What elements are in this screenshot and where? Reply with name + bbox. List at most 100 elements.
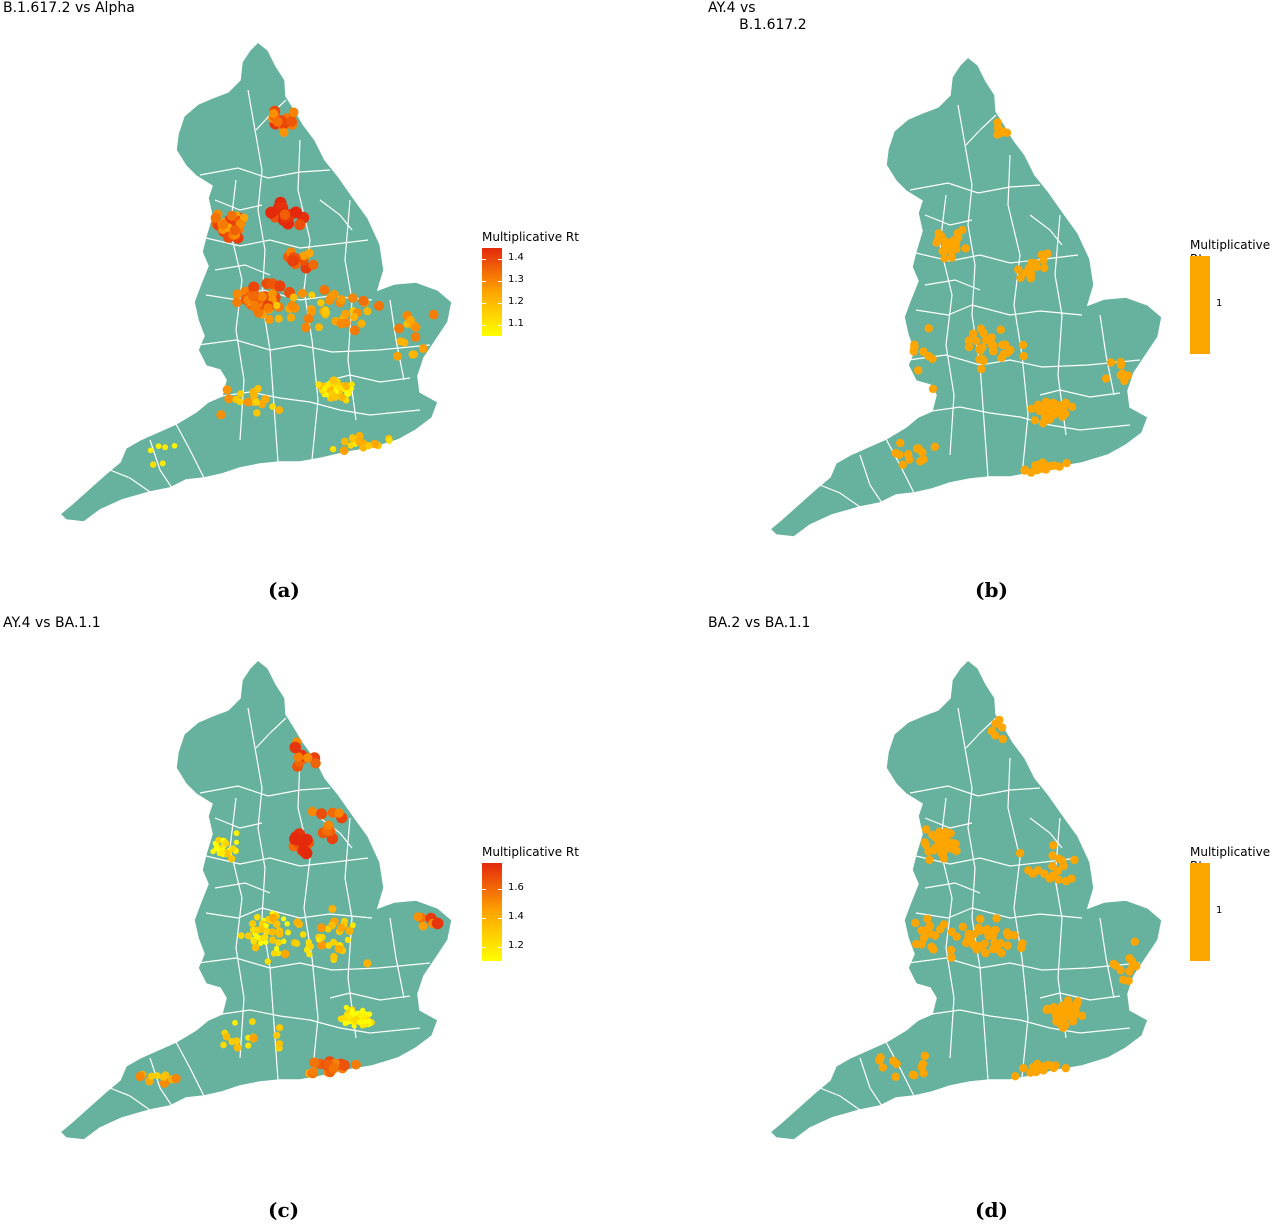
region-boundary (199, 785, 331, 797)
location-point (347, 442, 355, 449)
legend-tick-mark (482, 259, 486, 260)
legend-tick-mark (498, 303, 502, 304)
region-boundary (924, 817, 973, 829)
location-point (251, 943, 260, 952)
location-point (987, 340, 997, 350)
location-point (210, 212, 221, 223)
map-panel-b: AY.4 vs B.1.617.2 Multiplicative Rt (b) … (640, 0, 1280, 613)
region-boundary (907, 957, 1141, 971)
location-point (1026, 1068, 1035, 1077)
location-point (261, 395, 270, 404)
location-point (254, 934, 260, 940)
location-point (274, 280, 286, 292)
location-point (1132, 961, 1141, 971)
location-point (257, 291, 268, 302)
location-point (1019, 351, 1028, 361)
region-boundary (214, 264, 271, 276)
location-point (370, 439, 380, 449)
location-point (930, 931, 940, 940)
location-point (253, 926, 261, 934)
location-point (891, 1072, 900, 1081)
location-point (261, 934, 269, 941)
location-point (410, 332, 421, 342)
england-landmass (768, 658, 1163, 1141)
location-point (286, 115, 297, 127)
location-point (946, 245, 955, 254)
location-point (274, 314, 283, 323)
location-point (344, 936, 351, 943)
location-point (1041, 397, 1051, 406)
location-point (275, 406, 284, 415)
location-point (339, 1059, 350, 1071)
location-point (1052, 407, 1061, 416)
location-point (1020, 466, 1029, 475)
map-panel-c: AY.4 vs BA.1.1 Multiplicative Rt (c) 1.6… (0, 613, 640, 1226)
location-point (274, 945, 280, 952)
location-point (952, 846, 961, 856)
location-point (329, 289, 339, 299)
location-point (263, 923, 269, 929)
location-point (289, 293, 298, 302)
region-boundary (389, 299, 405, 381)
location-point (1039, 256, 1048, 265)
region-boundary (214, 199, 263, 211)
map-panel-a: B.1.617.2 vs Alpha Multiplicative Rt (a)… (0, 0, 640, 613)
location-point (1049, 1004, 1058, 1014)
location-point (159, 1073, 168, 1081)
location-point (964, 342, 974, 352)
location-point (998, 734, 1007, 744)
location-point (961, 244, 970, 253)
location-point (891, 448, 900, 458)
location-point (980, 948, 990, 957)
location-point (947, 927, 956, 937)
location-point (322, 307, 330, 315)
location-point (975, 942, 984, 951)
region-boundary (205, 855, 369, 867)
region-boundary (221, 1009, 421, 1034)
location-point (309, 1057, 320, 1068)
location-point (248, 281, 260, 293)
location-point (269, 913, 278, 923)
location-point (914, 366, 923, 375)
region-boundary (344, 817, 357, 1039)
location-point (310, 758, 321, 769)
region-boundary (1039, 389, 1121, 398)
location-point (911, 918, 920, 928)
location-point (1101, 374, 1111, 383)
location-point (898, 460, 907, 469)
location-point (280, 949, 290, 959)
location-point (293, 752, 304, 762)
location-point (308, 1067, 319, 1077)
location-point (263, 303, 273, 313)
location-point (135, 1071, 145, 1082)
location-point (981, 335, 991, 345)
location-point (938, 833, 947, 843)
region-boundary (109, 1087, 151, 1111)
location-point (355, 437, 364, 446)
location-point (916, 457, 925, 466)
location-point (301, 322, 311, 333)
location-point (299, 931, 307, 938)
location-point (307, 307, 316, 316)
location-point (293, 940, 301, 947)
region-boundary (924, 214, 973, 226)
region-boundary (924, 279, 981, 291)
location-point (431, 917, 444, 930)
legend-tick-mark (498, 888, 502, 890)
location-point (988, 944, 998, 954)
location-point (147, 1072, 156, 1080)
location-point (155, 443, 162, 449)
panel-caption: (d) (975, 1198, 1008, 1222)
location-point (993, 118, 1002, 127)
location-point (222, 840, 230, 847)
location-point (393, 351, 402, 361)
location-point (396, 337, 405, 346)
region-boundary (885, 1041, 915, 1097)
location-point (224, 394, 234, 404)
location-point (1058, 400, 1067, 409)
location-point (967, 937, 976, 947)
location-point (338, 393, 346, 402)
location-point (210, 848, 216, 855)
location-point (265, 206, 278, 219)
region-boundary (175, 423, 205, 479)
